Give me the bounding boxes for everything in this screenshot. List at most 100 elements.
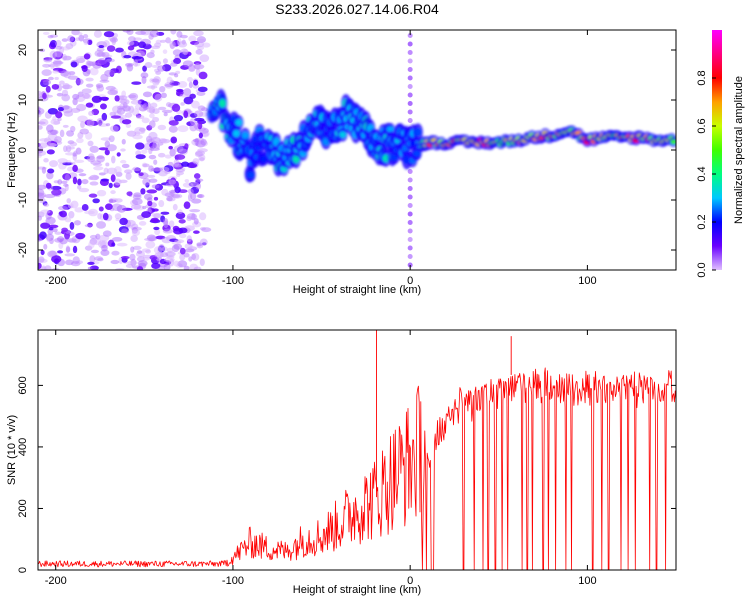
noise-blob <box>59 80 65 85</box>
noise-blob <box>188 35 197 43</box>
noise-blob <box>191 253 200 261</box>
noise-blob <box>136 250 143 254</box>
noise-blob <box>171 244 180 253</box>
noise-blob <box>131 108 140 116</box>
noise-blob <box>116 152 121 157</box>
noise-blob <box>175 211 186 220</box>
noise-blob <box>46 124 54 133</box>
noise-blob <box>109 111 117 117</box>
noise-blob <box>38 125 43 130</box>
snr-y-tick-label: 0 <box>17 567 29 573</box>
noise-blob <box>148 178 158 183</box>
noise-blob <box>164 154 172 159</box>
noise-blob <box>43 58 53 63</box>
noise-blob <box>55 111 63 119</box>
noise-blob <box>111 250 120 256</box>
noise-blob <box>100 73 109 82</box>
noise-blob <box>153 196 159 201</box>
colorbar-tick-label: 0.0 <box>696 262 708 277</box>
noise-blob <box>103 31 115 38</box>
noise-blob <box>50 185 62 191</box>
noise-blob <box>138 41 147 49</box>
noise-blob <box>189 93 196 99</box>
colorbar-ticks: 0.0 0.2 0.4 0.6 0.8 <box>696 70 716 278</box>
noise-blob <box>136 266 144 270</box>
noise-blob <box>87 266 93 270</box>
noise-blob <box>129 253 136 261</box>
noise-blob <box>57 117 62 122</box>
noise-blob <box>191 198 202 204</box>
noise-blob <box>184 243 193 250</box>
noise-blob <box>108 182 113 189</box>
spectrogram-x-tick-label: 100 <box>578 275 596 287</box>
noise-blob <box>81 65 88 72</box>
noise-blob <box>180 161 190 167</box>
noise-blob <box>91 95 102 103</box>
noise-blob <box>86 118 95 127</box>
noise-blob <box>59 210 68 218</box>
noise-blob <box>88 240 95 249</box>
noise-blob <box>197 86 208 93</box>
stripe-blob <box>407 58 413 64</box>
noise-blob <box>38 256 45 263</box>
noise-blob <box>125 219 136 227</box>
noise-blob <box>157 65 166 72</box>
stripe-blob <box>407 41 413 47</box>
spectrogram-y-tick-label: -10 <box>17 192 29 208</box>
noise-blob <box>89 145 99 153</box>
noise-blob <box>49 39 58 48</box>
noise-blob <box>46 171 54 180</box>
noise-blob <box>100 137 111 141</box>
noise-blob <box>67 75 79 80</box>
stripe-blob <box>407 186 413 191</box>
noise-blob <box>57 158 68 164</box>
noise-blob <box>134 103 145 111</box>
noise-blob <box>168 120 179 126</box>
noise-blob <box>84 210 95 215</box>
noise-blob <box>61 54 68 61</box>
snr-y-tick-label: 400 <box>17 438 29 456</box>
noise-blob <box>106 144 117 152</box>
noise-blob <box>173 260 180 267</box>
noise-blob <box>130 99 142 105</box>
noise-blob <box>51 83 60 90</box>
noise-blob <box>198 132 203 139</box>
noise-blob <box>152 78 160 86</box>
noise-blob <box>69 221 75 230</box>
stripe-blob <box>407 92 413 98</box>
noise-blob <box>169 40 176 49</box>
noise-blob <box>159 85 166 93</box>
noise-blob <box>157 152 166 158</box>
noise-blob <box>96 155 105 163</box>
noise-blob <box>186 235 192 243</box>
noise-blob <box>105 162 110 167</box>
noise-blob <box>41 166 47 174</box>
snr-plot-area <box>38 330 676 570</box>
noise-blob <box>162 217 169 226</box>
noise-blob <box>148 120 156 129</box>
noise-blob <box>114 213 122 220</box>
noise-blob <box>59 129 65 138</box>
noise-blob <box>40 249 45 256</box>
noise-blob <box>138 220 147 226</box>
noise-blob <box>67 166 75 172</box>
snr-x-tick-label: -100 <box>222 575 244 587</box>
noise-blob <box>83 53 91 60</box>
vertical-stripe <box>407 33 413 268</box>
noise-blob <box>197 38 206 43</box>
noise-blob <box>193 173 201 179</box>
noise-blob <box>63 110 74 117</box>
snr-y-label: SNR (10 * v/v) <box>6 415 18 485</box>
noise-blob <box>120 159 127 164</box>
noise-blob <box>116 242 128 247</box>
noise-blob <box>194 110 204 118</box>
noise-blob <box>116 204 127 213</box>
noise-blob <box>81 179 89 185</box>
snr-frame <box>37 329 677 571</box>
noise-blob <box>179 93 190 98</box>
noise-blob <box>127 45 135 51</box>
noise-blob <box>173 57 182 65</box>
snr-x-tick-label: -200 <box>45 575 67 587</box>
noise-blob <box>200 107 208 112</box>
